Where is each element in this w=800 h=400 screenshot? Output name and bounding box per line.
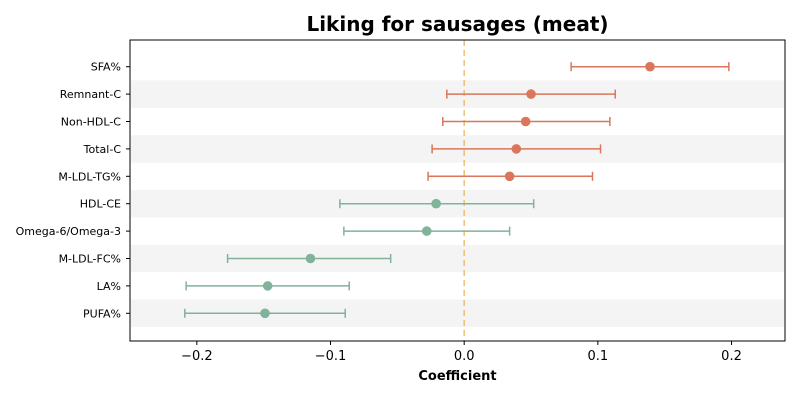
y-tick-label: Omega-6/Omega-3 [16, 225, 121, 238]
point-estimates [260, 61, 655, 319]
point-estimate [520, 116, 531, 127]
y-tick-label: M-LDL-TG% [58, 170, 121, 183]
y-tick-label: Non-HDL-C [61, 116, 122, 129]
y-axis-ticks: SFA% Remnant-C Non-HDL-C Total-C M-LDL-TG% HD… [16, 61, 130, 320]
point-estimate [262, 281, 273, 291]
x-tick-label: 0.2 [721, 349, 742, 364]
y-tick-label: LA% [97, 280, 121, 293]
y-tick-label: SFA% [91, 61, 121, 74]
point-estimate [305, 253, 316, 264]
x-axis-ticks: −0.2 −0.1 0.0 0.1 0.2 [181, 341, 742, 364]
y-tick-label: Remnant-C [60, 88, 122, 101]
point-estimate [431, 198, 441, 209]
x-tick-label: 0.0 [454, 349, 475, 364]
x-tick-label: −0.1 [315, 349, 347, 364]
point-estimate [421, 226, 432, 236]
point-estimate [504, 171, 515, 182]
x-axis-label: Coefficient [418, 369, 496, 384]
chart-title: Liking for sausages (meat) [306, 12, 608, 36]
point-estimate [260, 308, 270, 319]
y-tick-label: M-LDL-FC% [59, 253, 121, 266]
x-tick-label: 0.1 [588, 349, 609, 364]
y-tick-label: HDL-CE [80, 198, 121, 211]
y-tick-label: PUFA% [83, 307, 121, 320]
x-tick-label: −0.2 [181, 349, 213, 364]
point-estimate [511, 144, 522, 154]
point-estimate [645, 61, 655, 72]
plot-frame [129, 39, 786, 342]
y-tick-label: Total-C [83, 143, 122, 156]
point-estimate [526, 89, 536, 99]
